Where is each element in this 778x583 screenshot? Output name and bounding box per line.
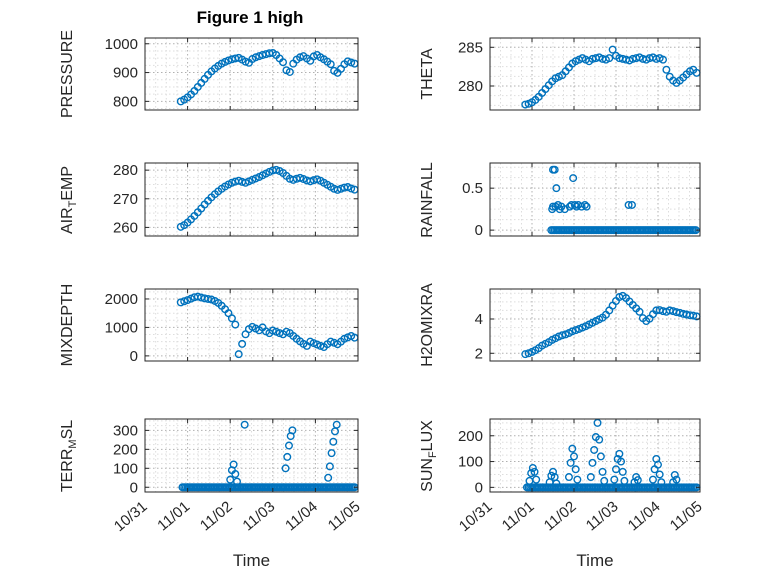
xlabel-time-right: Time <box>576 551 614 570</box>
svg-text:11/04: 11/04 <box>282 498 321 534</box>
svg-text:10/31: 10/31 <box>456 498 496 535</box>
subplot-theta: 280 285 <box>458 37 701 111</box>
svg-text:11/01: 11/01 <box>154 498 193 534</box>
svg-text:11/02: 11/02 <box>197 498 236 534</box>
svg-text:11/03: 11/03 <box>583 498 622 534</box>
subplot-rainfall: 00.5 <box>462 162 701 239</box>
figure-title: Figure 1 high <box>196 8 304 27</box>
ylabel-sun-flux: SUNFLUX <box>419 419 440 492</box>
svg-text:900: 900 <box>113 65 138 82</box>
svg-text:11/02: 11/02 <box>541 498 580 534</box>
svg-text:200: 200 <box>458 428 483 445</box>
svg-text:260: 260 <box>113 219 138 236</box>
svg-text:0: 0 <box>130 479 138 496</box>
svg-text:800: 800 <box>113 93 138 110</box>
svg-text:280: 280 <box>458 78 483 95</box>
svg-text:270: 270 <box>113 191 138 208</box>
svg-text:300: 300 <box>113 422 138 439</box>
subplot-h2omixra: 24 <box>475 288 701 362</box>
ylabel-terr-msl: TERRMSL <box>59 419 80 492</box>
svg-text:1000: 1000 <box>105 319 138 336</box>
svg-text:100: 100 <box>458 454 483 471</box>
svg-text:100: 100 <box>113 460 138 477</box>
subplot-terr-msl: 0 100 200 300 10/31 11/01 11/02 11/03 11/04 11/05 <box>111 418 364 535</box>
svg-text:200: 200 <box>113 441 138 458</box>
svg-text:1000: 1000 <box>105 36 138 53</box>
svg-text:0: 0 <box>130 348 138 365</box>
svg-text:10/31: 10/31 <box>111 498 151 535</box>
svg-text:285: 285 <box>458 39 483 56</box>
svg-text:0.5: 0.5 <box>462 180 483 197</box>
subplot-air-temp: 260 270 280 <box>113 162 359 237</box>
xlabel-time-left: Time <box>232 551 271 570</box>
svg-text:0: 0 <box>475 479 483 496</box>
svg-text:11/05: 11/05 <box>667 498 706 534</box>
svg-text:0: 0 <box>475 222 483 239</box>
svg-text:11/04: 11/04 <box>625 498 664 534</box>
svg-text:2: 2 <box>475 345 483 362</box>
subplot-sun-flux: 0 100 200 10/31 11/01 11/02 11/03 11/04 11/05 <box>456 418 706 535</box>
svg-text:11/05: 11/05 <box>325 498 364 534</box>
subplot-mixdepth: 0 1000 2000 <box>105 288 359 365</box>
svg-text:4: 4 <box>475 311 483 328</box>
svg-text:280: 280 <box>113 162 138 179</box>
svg-text:2000: 2000 <box>105 291 138 308</box>
subplot-pressure: 800 900 1000 <box>105 36 359 111</box>
svg-text:11/01: 11/01 <box>499 498 538 534</box>
svg-text:11/03: 11/03 <box>240 498 279 534</box>
